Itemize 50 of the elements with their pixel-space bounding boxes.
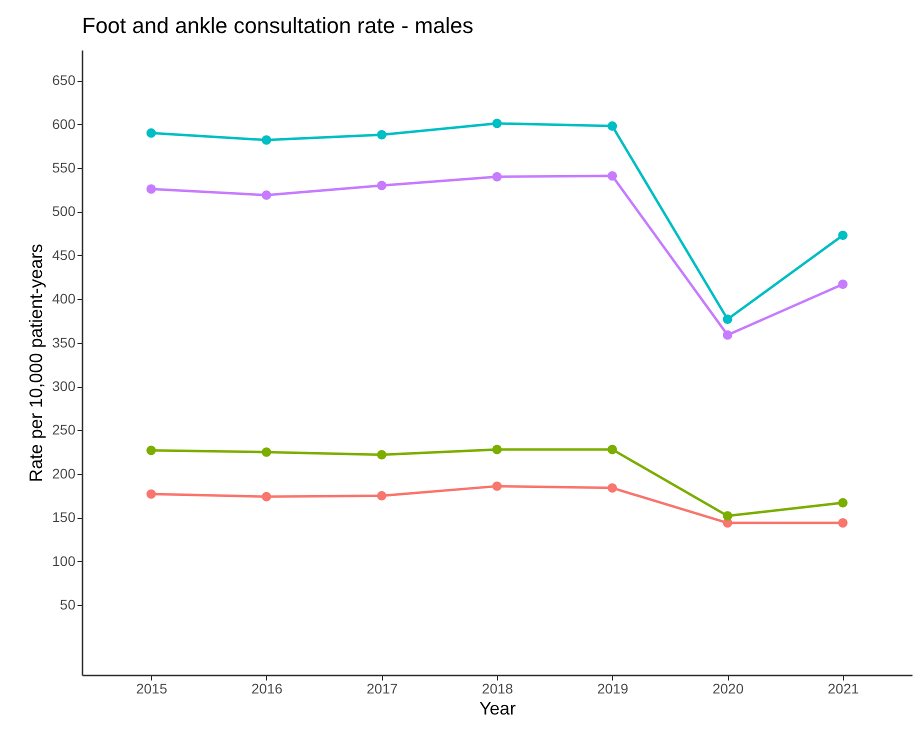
point: [262, 190, 272, 200]
y-tick-label: 650: [52, 72, 76, 88]
point: [376, 180, 386, 190]
point: [262, 492, 272, 502]
y-tick-label: 150: [52, 509, 76, 526]
point: [838, 280, 848, 289]
y-tick-label: 350: [52, 334, 76, 350]
chart-title: Foot and ankle consultation rate - males: [82, 13, 474, 38]
point: [376, 450, 386, 460]
point: [492, 172, 502, 182]
x-tick-label: 2017: [366, 680, 398, 696]
y-tick-label: 50: [60, 596, 76, 613]
point: [608, 121, 618, 131]
point: [376, 130, 386, 140]
y-tick-label: 600: [52, 116, 76, 132]
point: [608, 444, 618, 454]
x-axis-title: Year: [479, 698, 516, 718]
point: [492, 118, 502, 128]
x-tick-label: 2016: [251, 680, 283, 696]
point: [146, 128, 156, 138]
y-tick-label: 500: [52, 203, 76, 220]
y-tick-label: 550: [52, 160, 76, 176]
point: [146, 489, 156, 499]
y-tick-label: 450: [52, 246, 76, 263]
point: [492, 444, 502, 454]
x-tick-label: 2018: [482, 680, 514, 696]
point: [262, 447, 272, 457]
point: [838, 230, 848, 240]
point: [376, 491, 386, 501]
point: [722, 330, 732, 340]
point: [722, 314, 732, 324]
y-tick-label: 300: [52, 378, 76, 394]
point: [146, 446, 156, 456]
point: [838, 498, 848, 508]
y-tick-label: 100: [52, 552, 76, 569]
y-tick-label: 200: [52, 465, 76, 482]
y-axis-title: Rate per 10,000 patient-years: [26, 244, 46, 482]
point: [146, 184, 156, 194]
y-tick-label: 400: [52, 290, 76, 307]
point: [262, 135, 272, 145]
x-tick-label: 2015: [136, 680, 168, 696]
point: [492, 481, 502, 491]
y-tick-label: 250: [52, 422, 76, 438]
point: [608, 483, 618, 493]
point: [722, 511, 732, 521]
point: [608, 171, 618, 181]
point: [838, 518, 848, 528]
x-tick-label: 2021: [828, 680, 860, 696]
x-tick-label: 2019: [597, 680, 629, 696]
x-tick-label: 2020: [712, 680, 744, 696]
